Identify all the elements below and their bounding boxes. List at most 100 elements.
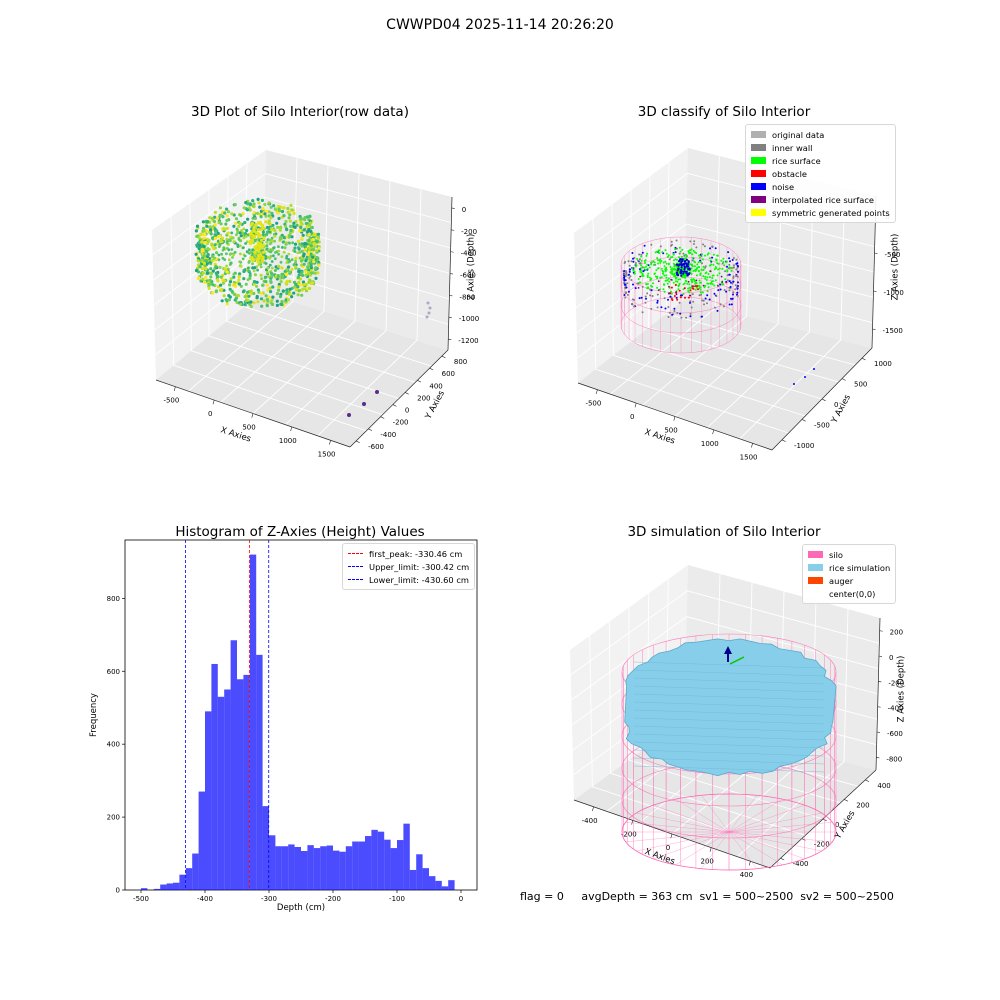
p2-rice-point — [640, 259, 643, 262]
p2-rice-point — [695, 286, 698, 289]
p1-point-floor — [238, 260, 242, 264]
p1-point — [238, 272, 242, 276]
p1-point — [270, 302, 275, 306]
p1-point-floor — [268, 242, 272, 246]
p1-point — [287, 292, 291, 296]
p1-z-tick-label: -200 — [461, 228, 477, 236]
p1-point — [201, 277, 205, 281]
p2-rice-point — [683, 274, 686, 277]
p2-rice-point — [693, 265, 696, 268]
p1-outlier-point — [362, 402, 366, 406]
p4-x-tick-label: -400 — [582, 817, 598, 825]
p2-rice-point — [644, 269, 647, 271]
p1-grid-h — [155, 267, 449, 356]
p1-point — [294, 256, 298, 260]
p2-rice-point — [665, 274, 668, 277]
p1-point — [304, 270, 308, 274]
p2-rice-point — [654, 275, 657, 278]
p2-wall-point — [736, 275, 739, 278]
p2-wall-point — [630, 279, 633, 281]
p2-rice-point — [684, 279, 687, 282]
p2-rice-point — [633, 272, 636, 275]
p1-z-tick-mark — [449, 273, 454, 275]
p1-outlier-point-far — [425, 315, 429, 319]
p1-point — [308, 286, 312, 290]
p1-point — [207, 283, 211, 287]
p1-point — [239, 302, 243, 306]
p1-point — [234, 296, 238, 300]
p2-rice-point — [691, 253, 694, 256]
p2-wall-point — [650, 307, 653, 310]
p2-interp-point — [721, 281, 724, 283]
p1-point — [315, 239, 319, 243]
p1-point-floor — [251, 248, 255, 252]
p2-wall-point — [731, 259, 734, 261]
p2-wall-point — [627, 290, 630, 293]
p2-rice-point — [653, 261, 656, 264]
p1-point-spike — [250, 256, 254, 260]
p2-wall-point — [679, 312, 682, 315]
p2-rice-point — [700, 268, 703, 271]
p1-point-floor — [242, 268, 246, 272]
p1-point-floor — [231, 256, 234, 259]
p3-y-tick-label: 600 — [107, 668, 120, 676]
p2-wall-point — [676, 312, 679, 314]
p1-point — [243, 303, 247, 307]
p1-point — [253, 216, 257, 220]
p1-point-floor — [265, 244, 269, 248]
p2-rice-point — [679, 278, 681, 281]
p1-point — [215, 251, 219, 255]
p4-silo-spoke — [728, 795, 757, 833]
p2-rice-point — [661, 269, 664, 272]
p1-point — [200, 240, 204, 244]
p2-wall-point — [703, 245, 706, 248]
p2-wall-point — [625, 272, 628, 275]
p1-point-floor — [290, 258, 294, 261]
panel4-title: 3D simulation of Silo Interior — [627, 524, 821, 540]
p2-interp-point — [675, 293, 678, 296]
p2-wall-point — [650, 289, 653, 292]
p2-rice-point — [699, 261, 702, 263]
p2-wall-point — [689, 312, 692, 315]
p2-rice-point — [718, 267, 721, 270]
p2-rice-point — [714, 279, 717, 282]
p1-point-floor — [282, 250, 286, 254]
p1-point — [226, 231, 230, 235]
p2-rice-point — [728, 266, 731, 269]
p1-point — [260, 304, 264, 308]
p1-point — [308, 236, 312, 241]
p2-noise-point — [682, 272, 685, 275]
p4-surface-mesh — [633, 717, 825, 725]
p1-point — [271, 285, 275, 289]
p1-y-tick-mark — [392, 404, 397, 407]
p2-wall-point — [692, 300, 695, 303]
p1-outlier-point-far — [428, 306, 432, 310]
p2-noise-point — [687, 273, 691, 276]
p2-rice-point — [707, 252, 710, 255]
p2-obstacle-point — [676, 298, 679, 301]
p2-wall-point — [704, 266, 707, 269]
p1-point — [213, 215, 217, 219]
p2-wall-point — [667, 306, 670, 308]
p1-point — [220, 287, 224, 291]
legend-label: obstacle — [772, 168, 807, 179]
p1-point — [271, 295, 275, 299]
p2-wall-point — [701, 315, 703, 318]
p1-point — [225, 302, 229, 306]
p1-point-floor — [241, 232, 245, 236]
p1-point-floor — [226, 267, 230, 271]
p2-rice-point — [668, 280, 671, 283]
p1-point — [263, 202, 267, 207]
p1-point — [211, 283, 215, 287]
p1-point — [266, 288, 270, 292]
p1-point — [264, 220, 268, 224]
p2-rice-point — [707, 273, 710, 275]
p1-point-spike — [257, 228, 261, 232]
p2-wall-point — [735, 274, 738, 277]
p1-point — [275, 299, 279, 303]
p4-surface-mesh — [633, 693, 825, 701]
p2-wall-point — [668, 311, 671, 314]
p2-rice-point — [706, 290, 709, 293]
p1-point — [202, 244, 206, 249]
p1-point-floor — [277, 252, 280, 256]
